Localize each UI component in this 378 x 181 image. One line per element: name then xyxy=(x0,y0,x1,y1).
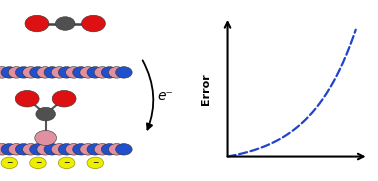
Ellipse shape xyxy=(87,67,104,78)
Ellipse shape xyxy=(44,144,60,155)
Ellipse shape xyxy=(15,90,39,107)
Ellipse shape xyxy=(65,144,82,155)
Ellipse shape xyxy=(58,144,75,155)
Ellipse shape xyxy=(108,67,125,78)
Ellipse shape xyxy=(15,144,32,155)
Ellipse shape xyxy=(58,157,75,169)
Ellipse shape xyxy=(108,144,125,155)
Ellipse shape xyxy=(8,67,25,78)
Ellipse shape xyxy=(87,157,104,169)
Ellipse shape xyxy=(116,67,132,78)
Ellipse shape xyxy=(51,67,68,78)
Ellipse shape xyxy=(51,144,68,155)
Text: e⁻: e⁻ xyxy=(157,89,173,103)
Ellipse shape xyxy=(65,67,82,78)
Ellipse shape xyxy=(52,90,76,107)
Ellipse shape xyxy=(101,144,118,155)
Ellipse shape xyxy=(0,67,11,78)
FancyArrowPatch shape xyxy=(143,60,153,129)
Ellipse shape xyxy=(23,144,39,155)
Ellipse shape xyxy=(30,67,46,78)
Ellipse shape xyxy=(73,67,89,78)
Ellipse shape xyxy=(116,144,132,155)
Ellipse shape xyxy=(8,144,25,155)
Text: −: − xyxy=(92,158,98,167)
Ellipse shape xyxy=(30,144,46,155)
Ellipse shape xyxy=(94,67,111,78)
Ellipse shape xyxy=(44,67,60,78)
Ellipse shape xyxy=(35,130,57,146)
Ellipse shape xyxy=(58,67,75,78)
Ellipse shape xyxy=(73,144,89,155)
Text: −: − xyxy=(64,158,70,167)
Ellipse shape xyxy=(23,67,39,78)
Ellipse shape xyxy=(37,67,53,78)
Ellipse shape xyxy=(36,107,56,121)
Text: −: − xyxy=(6,158,12,167)
Ellipse shape xyxy=(56,17,75,30)
Ellipse shape xyxy=(94,144,111,155)
Ellipse shape xyxy=(0,144,11,155)
Ellipse shape xyxy=(1,67,18,78)
Ellipse shape xyxy=(1,144,18,155)
Text: Error: Error xyxy=(201,73,211,105)
Ellipse shape xyxy=(80,144,96,155)
Ellipse shape xyxy=(25,15,49,32)
Ellipse shape xyxy=(101,67,118,78)
Text: −: − xyxy=(35,158,41,167)
Ellipse shape xyxy=(15,67,32,78)
Ellipse shape xyxy=(30,157,46,169)
Ellipse shape xyxy=(87,144,104,155)
Ellipse shape xyxy=(80,67,96,78)
Ellipse shape xyxy=(1,157,18,169)
Ellipse shape xyxy=(37,144,53,155)
Ellipse shape xyxy=(82,15,105,32)
